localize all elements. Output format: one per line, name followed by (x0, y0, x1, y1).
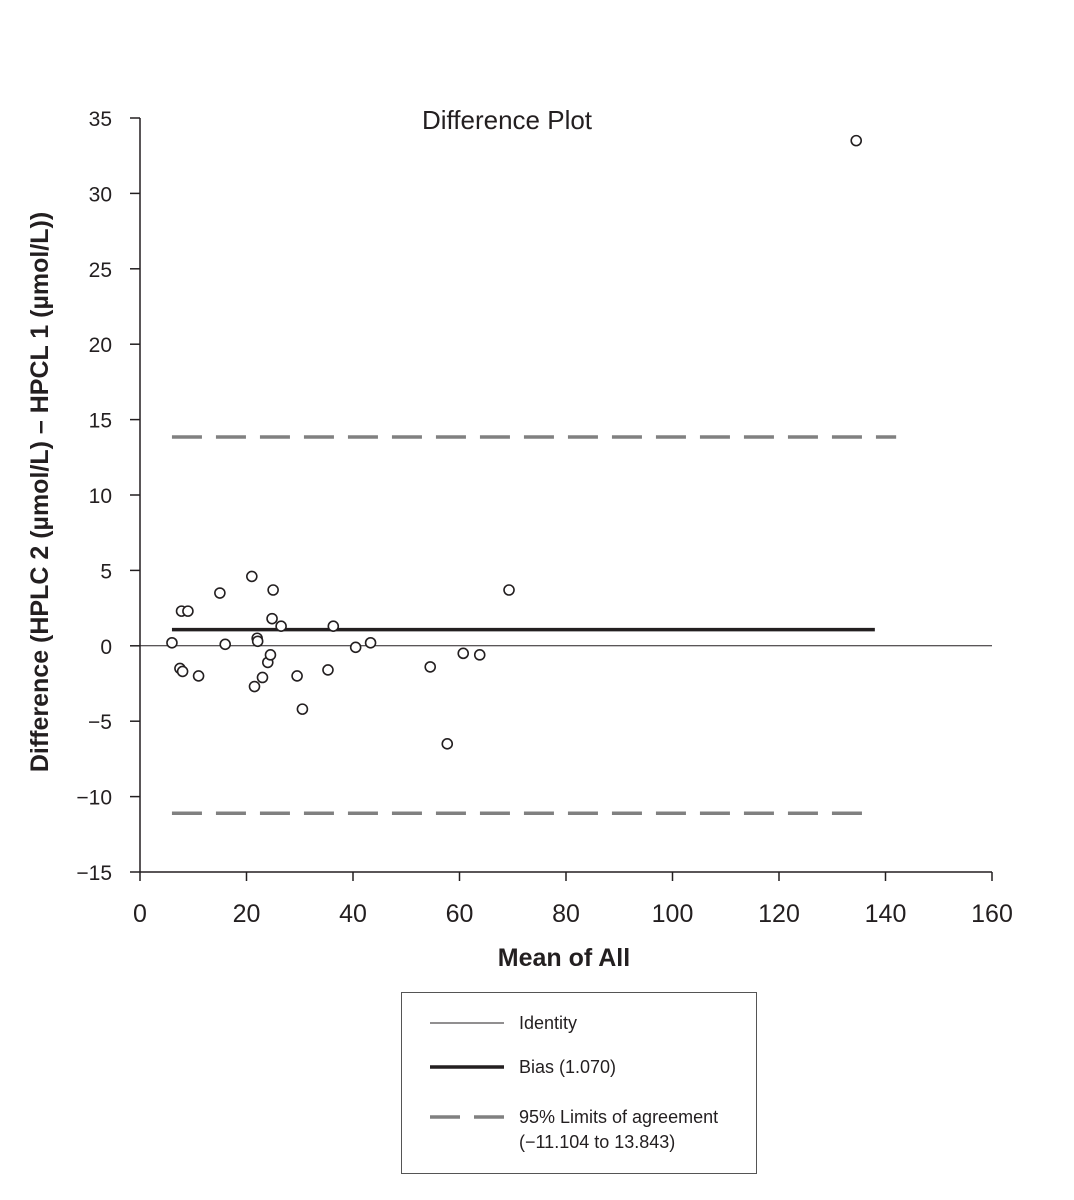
x-tick-label: 20 (233, 900, 261, 928)
data-point (251, 635, 264, 648)
y-axis-label: Difference (HPLC 2 (µmol/L) – HPCL 1 (µm… (26, 212, 54, 772)
x-tick-label: 160 (971, 900, 1013, 928)
legend-bias-label: Bias (1.070) (519, 1057, 617, 1077)
x-tick-label: 100 (652, 900, 694, 928)
x-tick-label: 60 (446, 900, 474, 928)
data-point (267, 584, 279, 596)
data-point (473, 649, 486, 661)
data-point (441, 738, 454, 750)
legend-identity-label: Identity (519, 1013, 578, 1033)
y-tick-label: −10 (76, 787, 112, 810)
data-point (182, 605, 194, 617)
y-tick-label: 5 (100, 560, 112, 583)
data-point (214, 587, 226, 599)
y-tick-label: 20 (89, 334, 112, 357)
y-tick-label: 35 (89, 108, 112, 131)
y-tick-label: −5 (88, 711, 112, 734)
limits-line-swatch (430, 1115, 504, 1119)
data-point (192, 670, 205, 682)
y-tick-label: 25 (89, 259, 112, 282)
x-axis-label: Mean of All (498, 944, 630, 972)
chart-title: Difference Plot (422, 105, 593, 135)
data-point (457, 647, 470, 660)
data-point (850, 134, 863, 147)
data-point (503, 584, 515, 596)
bias-line-swatch (430, 1065, 504, 1069)
data-point (291, 670, 303, 682)
data-point (256, 671, 269, 684)
data-point (275, 620, 287, 632)
data-point (296, 703, 309, 715)
y-tick-label: 15 (89, 410, 112, 433)
y-tick-label: 0 (100, 636, 112, 659)
x-tick-label: 40 (339, 900, 367, 928)
legend: Identity Bias (1.070) 95% Limits of agre… (401, 992, 757, 1174)
identity-line-swatch (430, 1022, 504, 1024)
data-point (176, 665, 189, 678)
data-point (349, 641, 362, 654)
y-tick-label: −15 (76, 862, 112, 885)
x-tick-label: 80 (552, 900, 580, 928)
data-point (424, 661, 437, 673)
data-point (266, 612, 278, 625)
legend-limits-label-line2: (−11.104 to 13.843) (519, 1132, 676, 1152)
y-tick-label: 10 (89, 485, 112, 508)
x-tick-label: 0 (133, 900, 147, 928)
data-point (166, 636, 178, 649)
data-point (322, 664, 334, 676)
data-point (364, 636, 377, 649)
difference-plot-chart: 35 30 25 20 15 10 5 0 −5 −10 −15 0 20 40 60 80 100 120 140… (26, 105, 1013, 972)
data-point (264, 649, 277, 661)
data-point (248, 680, 261, 693)
data-point (246, 570, 258, 583)
legend-limits-label-line1: 95% Limits of agreement (519, 1107, 719, 1127)
y-tick-label: 30 (89, 183, 112, 206)
data-point (327, 620, 340, 632)
x-tick-label: 120 (758, 900, 800, 928)
x-tick-label: 140 (865, 900, 907, 928)
data-point (219, 638, 231, 651)
